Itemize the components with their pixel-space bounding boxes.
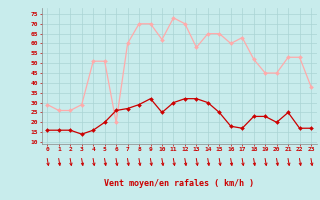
Text: Vent moyen/en rafales ( km/h ): Vent moyen/en rafales ( km/h )	[104, 180, 254, 188]
